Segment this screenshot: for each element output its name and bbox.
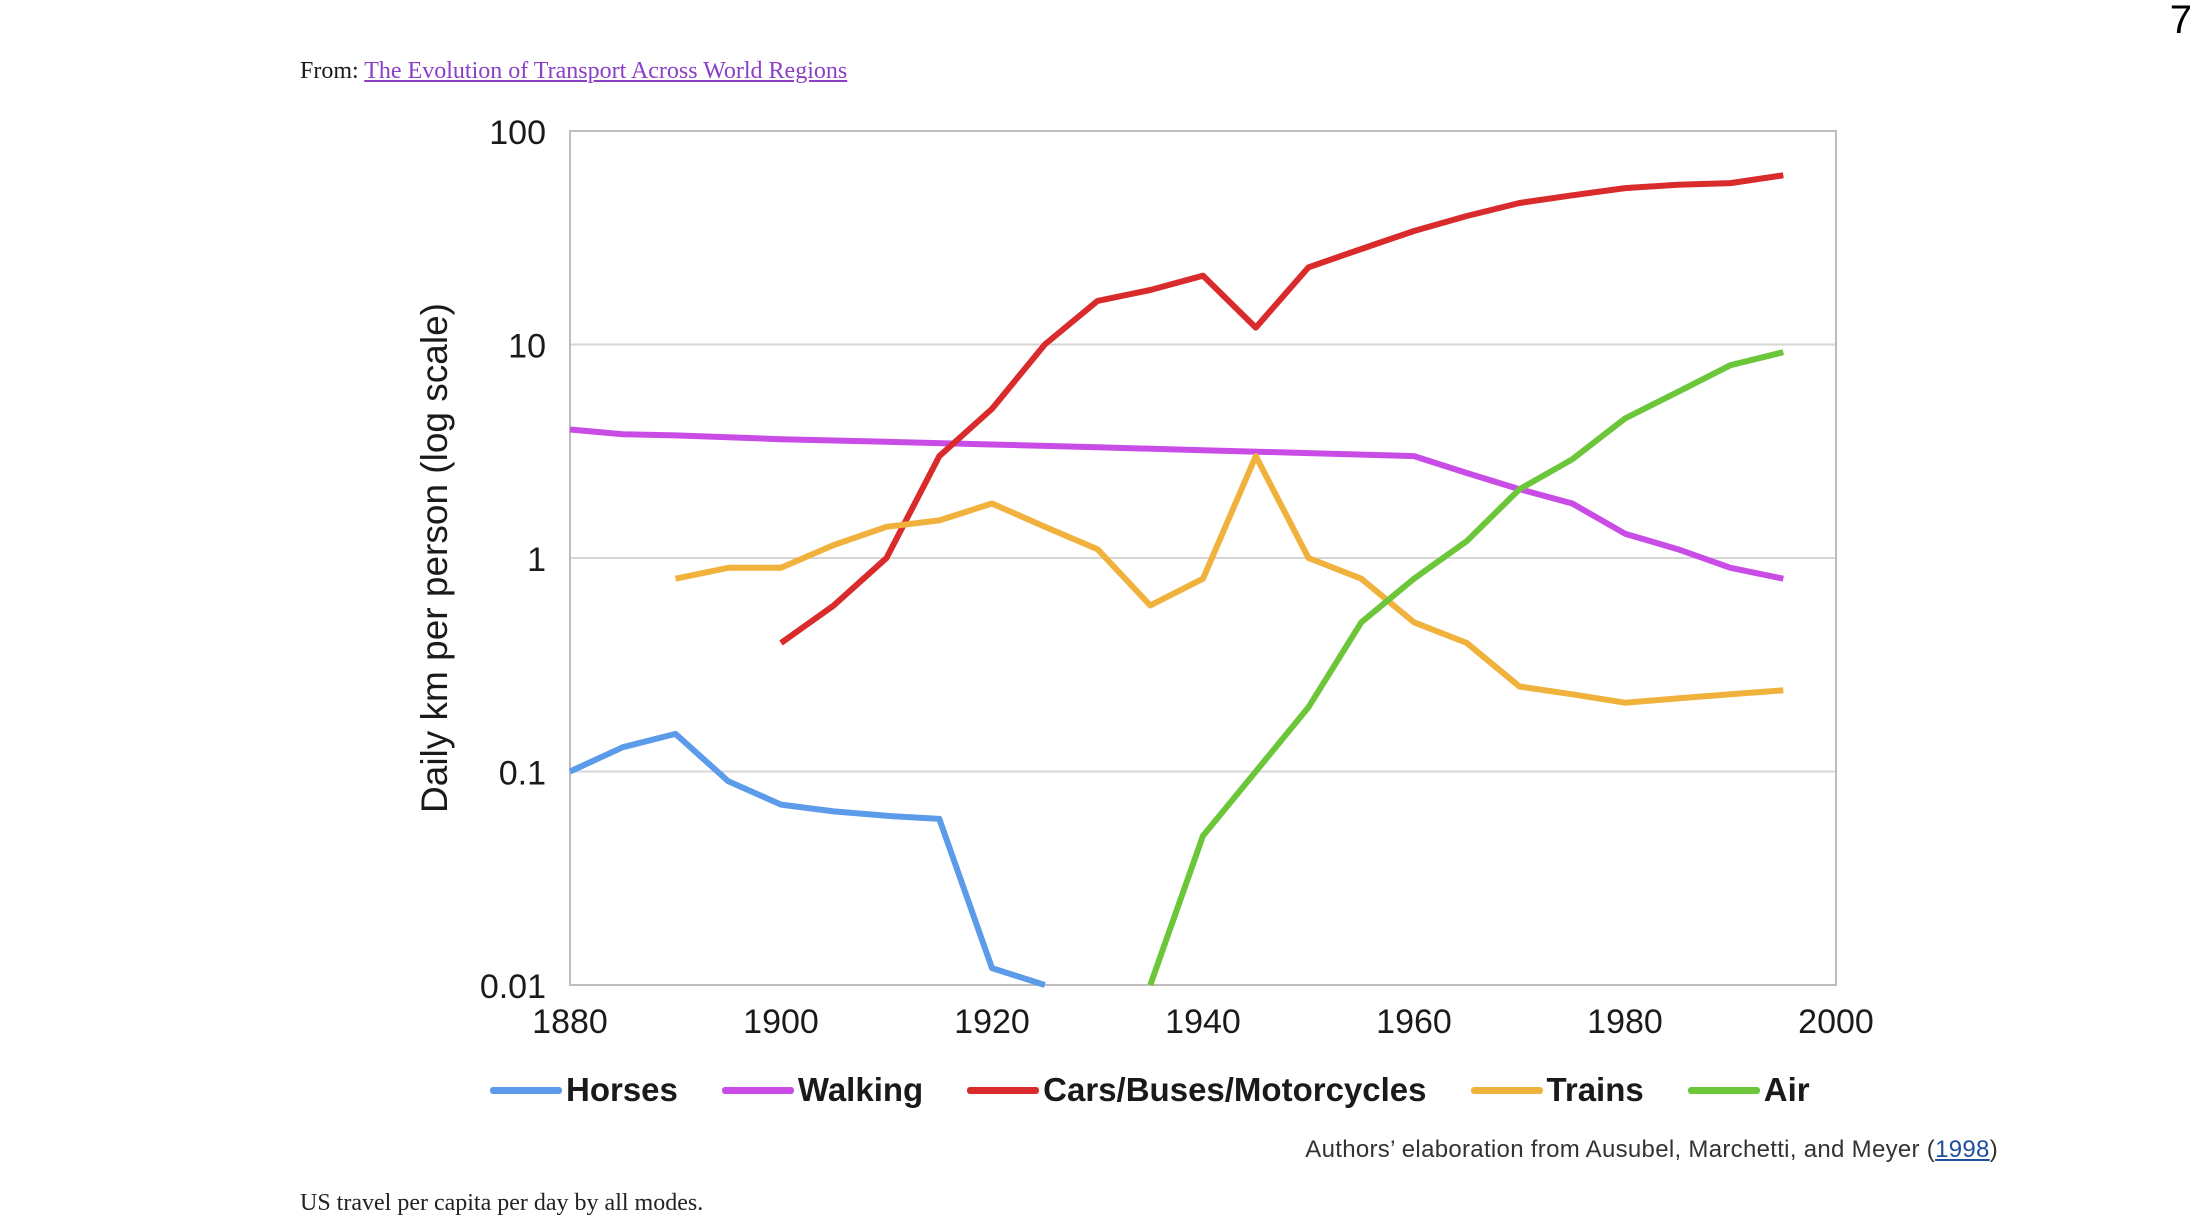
legend-item-walking: Walking: [721, 1071, 924, 1109]
legend-label: Trains: [1546, 1071, 1644, 1108]
gridlines: [570, 130, 1836, 986]
figure-caption: US travel per capita per day by all mode…: [300, 1190, 704, 1216]
attribution-suffix: ): [1989, 1136, 1998, 1163]
legend-label: Cars/Buses/Motorcycles: [1043, 1071, 1427, 1108]
y-axis-label: Daily km per person (log scale): [414, 303, 455, 813]
x-tick-label: 1920: [954, 1003, 1030, 1041]
legend-swatch: [1470, 1086, 1543, 1094]
x-tick-label: 1940: [1165, 1003, 1241, 1041]
x-tick-label: 1880: [532, 1003, 608, 1041]
x-tick-label: 2000: [1798, 1003, 1874, 1041]
series-line-walking: [569, 426, 1784, 582]
legend-item-horses: Horses: [490, 1071, 678, 1109]
x-tick-label: 1900: [743, 1003, 819, 1041]
y-tick-label: 0.1: [499, 755, 546, 793]
x-tick-label: 1980: [1587, 1003, 1663, 1041]
attribution: Authors’ elaboration from Ausubel, March…: [1305, 1136, 1998, 1164]
series-line-air: [1147, 349, 1785, 986]
legend-label: Air: [1763, 1071, 1810, 1108]
y-tick-label: 10: [508, 328, 546, 366]
legend-swatch: [490, 1086, 562, 1094]
y-tick-labels: 0.01 0.1 1 10 100: [480, 114, 546, 1006]
legend-item-cars-buses-motorcycles: Cars/Buses/Motorcycles: [967, 1071, 1427, 1109]
legend-label: Walking: [797, 1071, 924, 1108]
legend-item-trains: Trains: [1470, 1071, 1644, 1109]
legend-swatch: [721, 1086, 794, 1094]
attribution-year-link[interactable]: 1998: [1935, 1136, 1990, 1163]
source-prefix: From:: [300, 58, 359, 84]
legend-swatch: [967, 1086, 1040, 1094]
series-line-trains: [674, 453, 1784, 706]
plot-frame: [569, 130, 1837, 986]
source-line: From: The Evolution of Transport Across …: [300, 58, 847, 85]
y-tick-label: 100: [489, 114, 546, 152]
y-tick-label: 0.01: [480, 968, 546, 1006]
chart-legend: Horses Walking Cars/Buses/Motorcycles Train…: [490, 1068, 1854, 1112]
legend-label: Horses: [566, 1071, 678, 1108]
y-tick-label: 1: [527, 541, 546, 579]
page-number: 7: [2169, 0, 2192, 42]
series-lines: [568, 172, 1785, 988]
series-line-horses: [568, 730, 1046, 988]
attribution-text: Authors’ elaboration from Ausubel, March…: [1305, 1136, 1936, 1163]
source-link[interactable]: The Evolution of Transport Across World …: [364, 58, 848, 84]
legend-item-air: Air: [1687, 1071, 1810, 1109]
legend-swatch: [1687, 1086, 1760, 1094]
x-tick-labels: 1880 1900 1920 1940 1960 1980 2000: [532, 1003, 1874, 1041]
series-line-cars-buses-motorcycles: [779, 172, 1784, 646]
x-tick-label: 1960: [1376, 1003, 1452, 1041]
